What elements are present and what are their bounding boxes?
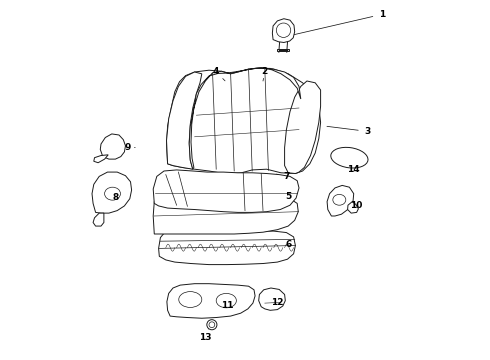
Polygon shape — [153, 192, 298, 234]
Polygon shape — [189, 68, 301, 169]
Text: 13: 13 — [199, 333, 212, 342]
Text: 1: 1 — [379, 10, 385, 19]
Polygon shape — [93, 213, 104, 226]
Polygon shape — [167, 72, 202, 169]
Text: 5: 5 — [285, 192, 292, 201]
Ellipse shape — [331, 147, 368, 168]
Polygon shape — [167, 284, 255, 318]
Text: 11: 11 — [221, 302, 233, 310]
Text: 7: 7 — [283, 172, 290, 181]
Polygon shape — [159, 230, 295, 265]
Ellipse shape — [216, 293, 236, 308]
Polygon shape — [347, 202, 358, 213]
Polygon shape — [167, 68, 320, 174]
Polygon shape — [272, 19, 294, 42]
Text: 14: 14 — [347, 165, 359, 174]
Polygon shape — [285, 81, 320, 174]
Text: 2: 2 — [262, 68, 268, 77]
Ellipse shape — [333, 194, 346, 205]
Polygon shape — [259, 288, 285, 310]
Text: 9: 9 — [125, 143, 131, 152]
Text: 12: 12 — [271, 298, 284, 307]
Ellipse shape — [209, 322, 215, 328]
Text: 10: 10 — [350, 201, 363, 210]
Text: 3: 3 — [364, 127, 370, 136]
Ellipse shape — [207, 320, 217, 330]
Text: 8: 8 — [112, 194, 119, 202]
Polygon shape — [277, 49, 289, 51]
Text: 6: 6 — [285, 240, 292, 249]
Text: 4: 4 — [213, 68, 220, 77]
Polygon shape — [327, 185, 354, 216]
Polygon shape — [100, 134, 125, 159]
Polygon shape — [94, 155, 108, 163]
Ellipse shape — [179, 292, 202, 307]
Polygon shape — [153, 170, 299, 212]
Polygon shape — [92, 172, 132, 213]
Ellipse shape — [104, 187, 121, 200]
